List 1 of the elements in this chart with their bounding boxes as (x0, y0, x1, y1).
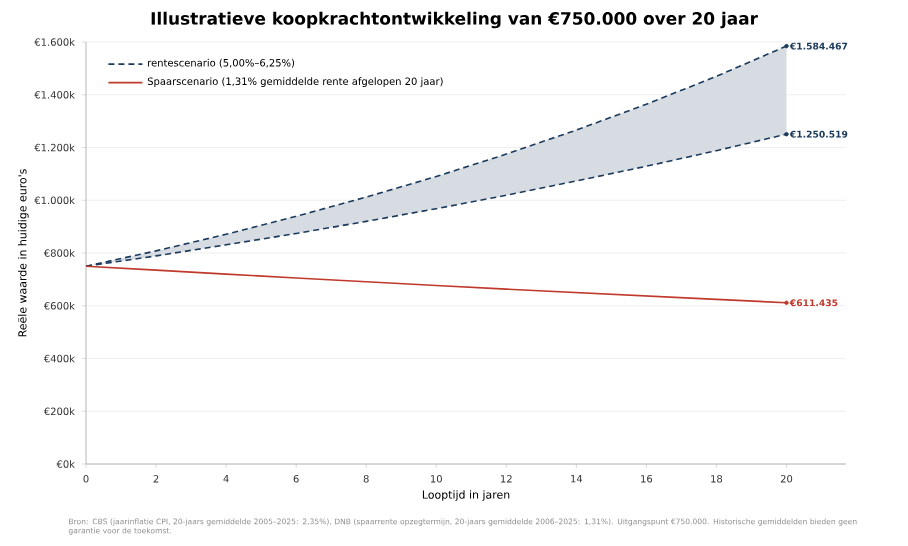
chart-title: Illustratieve koopkrachtontwikkeling van €750.000 over 20 jaar (151, 11, 758, 29)
